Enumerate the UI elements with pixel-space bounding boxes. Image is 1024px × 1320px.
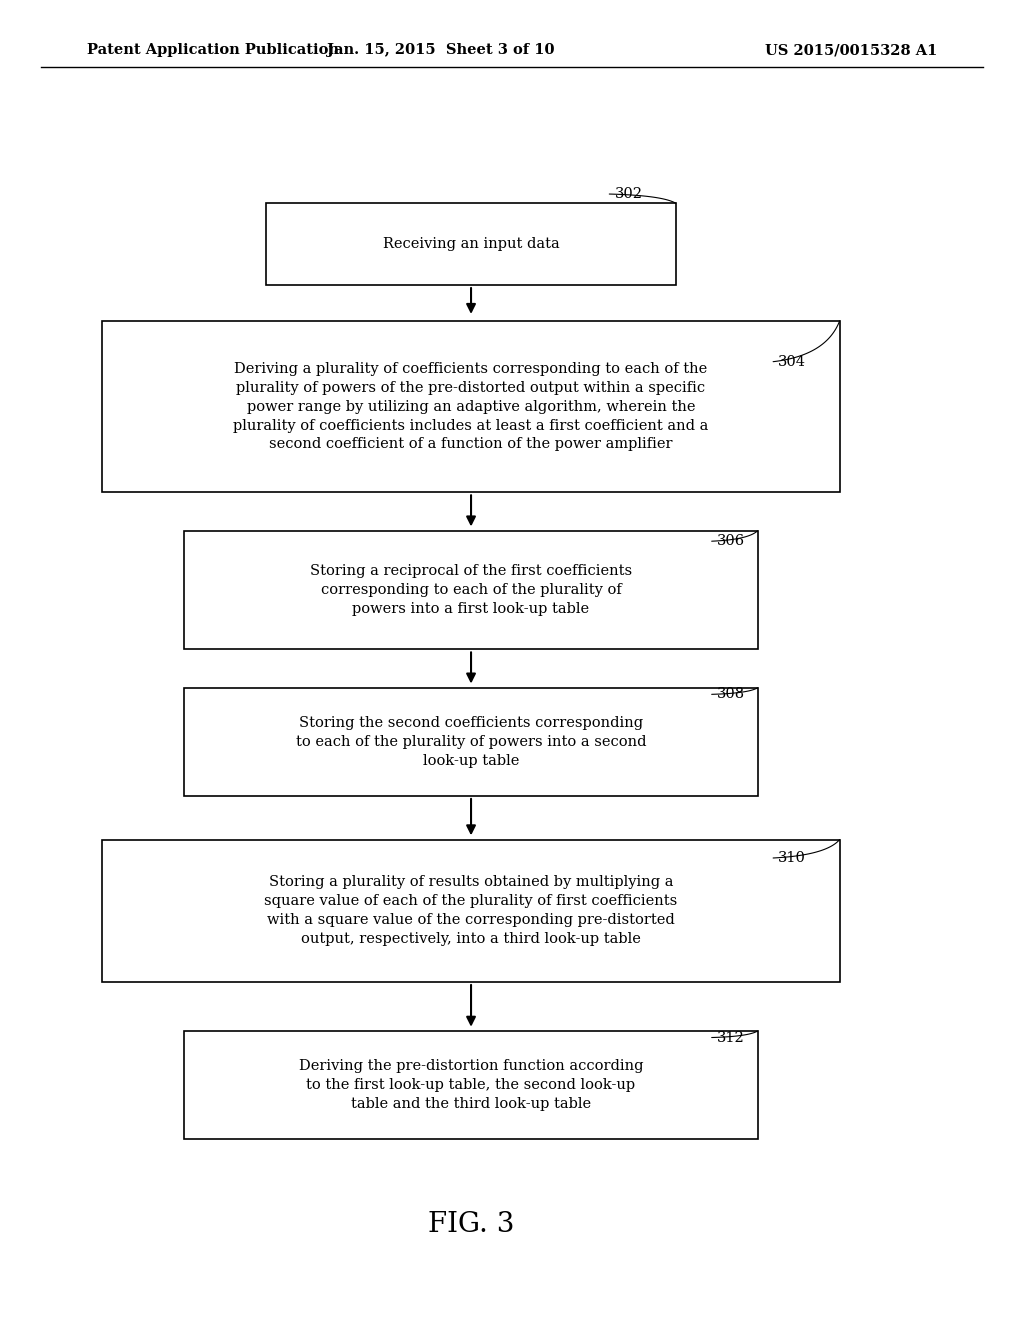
Text: Jan. 15, 2015  Sheet 3 of 10: Jan. 15, 2015 Sheet 3 of 10 (327, 44, 554, 57)
Text: 312: 312 (717, 1031, 744, 1044)
Bar (102, 840, 840, 982)
Bar (184, 531, 758, 649)
Text: Deriving the pre-distortion function according
to the first look-up table, the s: Deriving the pre-distortion function acc… (299, 1059, 643, 1111)
Text: Storing the second coefficients corresponding
to each of the plurality of powers: Storing the second coefficients correspo… (296, 715, 646, 768)
Text: FIG. 3: FIG. 3 (428, 1212, 514, 1238)
Bar (266, 203, 676, 285)
Text: Receiving an input data: Receiving an input data (383, 238, 559, 251)
Text: 310: 310 (778, 851, 806, 865)
Bar (184, 688, 758, 796)
Text: 304: 304 (778, 355, 806, 368)
Text: Patent Application Publication: Patent Application Publication (87, 44, 339, 57)
Text: Storing a reciprocal of the first coefficients
corresponding to each of the plur: Storing a reciprocal of the first coeffi… (310, 564, 632, 616)
Bar (184, 1031, 758, 1139)
Text: 306: 306 (717, 535, 744, 548)
Text: US 2015/0015328 A1: US 2015/0015328 A1 (765, 44, 937, 57)
Text: 302: 302 (614, 187, 642, 201)
Text: Deriving a plurality of coefficients corresponding to each of the
plurality of p: Deriving a plurality of coefficients cor… (233, 362, 709, 451)
Text: 308: 308 (717, 688, 744, 701)
Text: Storing a plurality of results obtained by multiplying a
square value of each of: Storing a plurality of results obtained … (264, 875, 678, 946)
Bar (102, 321, 840, 492)
